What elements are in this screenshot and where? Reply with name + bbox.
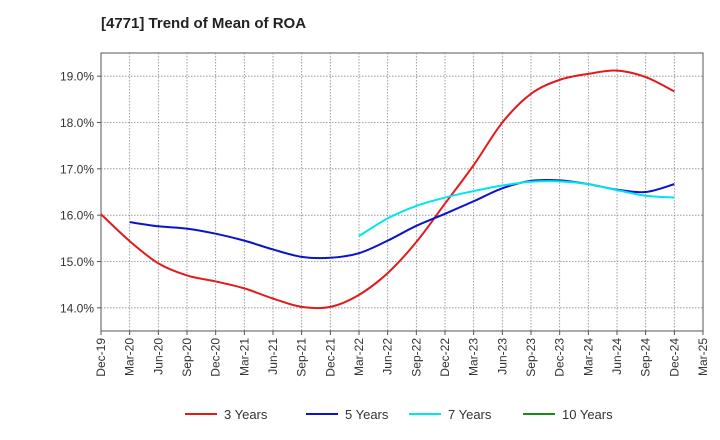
x-tick-label: Sep-22 xyxy=(409,338,423,377)
legend-label: 10 Years xyxy=(562,407,613,422)
legend-label: 3 Years xyxy=(224,407,268,422)
y-tick-label: 15.0% xyxy=(60,255,94,269)
x-tick-label: Mar-24 xyxy=(581,338,595,376)
x-tick-label: Sep-23 xyxy=(524,338,538,377)
x-tick-label: Jun-20 xyxy=(151,338,165,375)
series-line-1 xyxy=(100,69,675,310)
x-tick-label: Dec-19 xyxy=(94,338,108,377)
x-tick-label: Dec-20 xyxy=(209,338,223,377)
series-lines xyxy=(100,69,675,310)
x-tick-label: Sep-21 xyxy=(295,338,309,377)
y-tick-label: 17.0% xyxy=(60,162,94,176)
x-tick-label: Sep-24 xyxy=(639,338,653,377)
series-line-3 xyxy=(358,180,675,237)
axis-labels: Dec-19 Mar-20 Jun-20 Sep-20 Dec-20 Mar-21 Jun-… xyxy=(60,70,710,377)
x-tick-label: Jun-22 xyxy=(381,338,395,375)
plot-area xyxy=(100,52,704,332)
y-tick-label: 19.0% xyxy=(60,70,94,84)
x-tick-label: Dec-23 xyxy=(553,338,567,377)
x-tick-label: Jun-23 xyxy=(495,338,509,375)
legend-label: 5 Years xyxy=(345,407,389,422)
chart-title: [4771] Trend of Mean of ROA xyxy=(101,15,307,32)
x-tick-label: Dec-24 xyxy=(667,338,681,377)
y-tick-label: 18.0% xyxy=(60,116,94,130)
x-tick-label: Mar-25 xyxy=(696,338,710,376)
legend: 3 Years 5 Years 7 Years 10 Years xyxy=(185,407,613,422)
x-tick-label: Dec-22 xyxy=(438,338,452,377)
x-tick-label: Jun-24 xyxy=(610,338,624,375)
x-tick-label: Dec-21 xyxy=(323,338,337,377)
grid-lines xyxy=(101,53,703,331)
y-tick-label: 16.0% xyxy=(60,209,94,223)
y-tick-label: 14.0% xyxy=(60,301,94,315)
x-tick-label: Mar-21 xyxy=(237,338,251,376)
legend-label: 7 Years xyxy=(448,407,492,422)
x-tick-label: Sep-20 xyxy=(180,338,194,377)
x-tick-label: Mar-20 xyxy=(123,338,137,376)
x-tick-label: Mar-23 xyxy=(467,338,481,376)
x-tick-label: Jun-21 xyxy=(266,338,280,375)
x-tick-label: Mar-22 xyxy=(352,338,366,376)
